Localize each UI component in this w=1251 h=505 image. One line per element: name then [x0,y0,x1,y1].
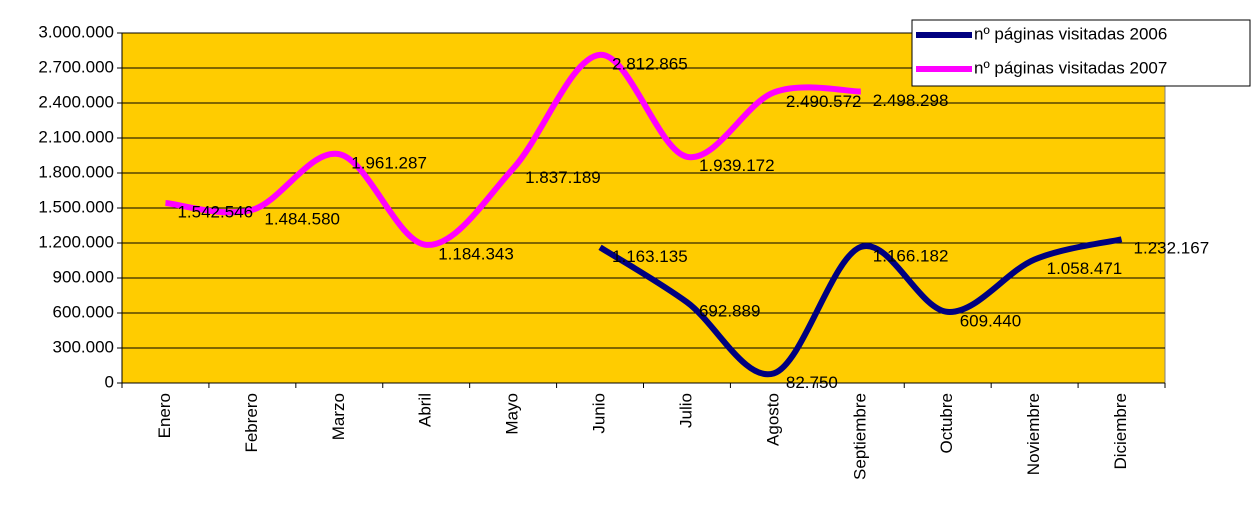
legend-label: nº páginas visitadas 2006 [974,24,1167,43]
x-tick-label: Septiembre [850,393,869,480]
y-tick-label: 1.500.000 [38,197,114,216]
x-tick-label: Marzo [329,393,348,440]
x-tick-label: Abril [416,393,435,427]
x-tick-label: Enero [155,393,174,438]
y-tick-label: 2.100.000 [38,127,114,146]
x-tick-label: Noviembre [1024,393,1043,475]
data-label: 2.498.298 [873,91,949,110]
data-label: 1.484.580 [264,209,340,228]
x-tick-label: Agosto [763,393,782,446]
data-label: 1.232.167 [1134,239,1210,258]
y-tick-label: 900.000 [53,267,114,286]
data-label: 1.542.546 [177,203,253,222]
y-tick-label: 600.000 [53,302,114,321]
data-label: 2.490.572 [786,92,862,111]
y-tick-label: 1.200.000 [38,232,114,251]
data-label: 609.440 [960,311,1021,330]
y-tick-label: 1.800.000 [38,162,114,181]
x-tick-label: Mayo [503,393,522,435]
series-line [598,236,1123,378]
data-label: 692.889 [699,302,760,321]
data-label: 1.184.343 [438,244,514,263]
data-label: 1.166.182 [873,246,949,265]
y-tick-label: 2.400.000 [38,92,114,111]
data-label: 2.812.865 [612,54,688,73]
y-tick-label: 2.700.000 [38,57,114,76]
data-label: 82.750 [786,373,838,392]
x-tick-label: Febrero [242,393,261,453]
y-tick-label: 3.000.000 [38,22,114,41]
x-tick-label: Julio [676,393,695,428]
legend-label: nº páginas visitadas 2007 [974,58,1167,77]
data-label: 1.939.172 [699,156,775,175]
legend-box [911,19,1251,87]
x-tick-label: Junio [590,393,609,434]
data-label: 1.961.287 [351,154,427,173]
data-label: 1.163.135 [612,247,688,266]
x-tick-label: Octubre [937,393,956,453]
y-tick-label: 0 [105,372,114,391]
data-label: 1.837.189 [525,168,601,187]
series-line [165,51,861,248]
y-tick-label: 300.000 [53,337,114,356]
data-label: 1.058.471 [1047,259,1123,278]
x-tick-label: Diciembre [1111,393,1130,470]
